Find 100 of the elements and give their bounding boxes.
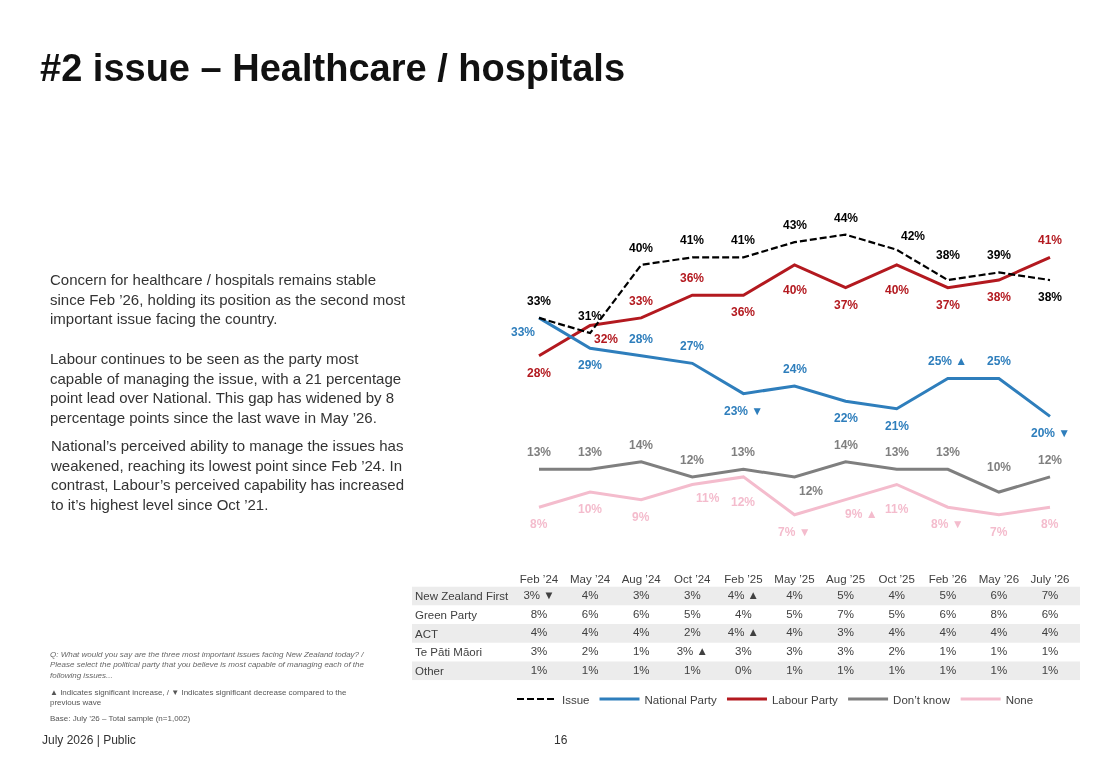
data-label: 32% bbox=[594, 332, 619, 346]
data-label: 8% bbox=[1041, 517, 1059, 531]
chart-title: #2 issue – Healthcare / hospitals bbox=[40, 47, 626, 90]
data-label: 14% bbox=[629, 438, 654, 452]
data-label: 7% bbox=[837, 607, 854, 620]
data-label: 4% bbox=[888, 626, 906, 639]
text: Base: July ’26 – Total sample (n=1,002) bbox=[50, 714, 191, 723]
data-label: 33% bbox=[511, 325, 536, 339]
legend-label: Issue bbox=[562, 693, 590, 706]
data-label: 41% bbox=[1038, 233, 1063, 247]
data-label: 2% bbox=[581, 645, 599, 658]
data-label: 7% ▼ bbox=[778, 525, 811, 539]
data-label: 12% bbox=[731, 495, 756, 509]
data-label: 33% bbox=[629, 294, 654, 308]
data-label: 1% bbox=[1041, 663, 1059, 676]
data-label: 21% bbox=[885, 419, 910, 433]
data-label: 1% bbox=[990, 645, 1008, 658]
data-label: 31% bbox=[578, 309, 603, 323]
data-label: 20% ▼ bbox=[1031, 426, 1071, 440]
legend-label: National Party bbox=[644, 693, 717, 706]
category-label: May ’24 bbox=[569, 573, 611, 586]
data-label: 29% bbox=[578, 358, 603, 372]
data-label: 37% bbox=[834, 298, 859, 312]
data-label: 40% bbox=[783, 283, 808, 297]
data-label: 4% ▲ bbox=[727, 626, 759, 639]
data-label: 38% bbox=[1038, 290, 1063, 304]
text: Labour continues to be seen as the party most capable of managing the issue, with a 21 percentage point lead over National. This gap has widened by 8 percentage points since the last wave in May ’26. bbox=[50, 350, 402, 426]
legend-label: None bbox=[1005, 693, 1034, 706]
category-label: May ’25 bbox=[774, 573, 815, 586]
text: Te Pāti Māori bbox=[415, 646, 483, 659]
series-label: New Zealand First bbox=[415, 589, 510, 602]
data-label: 7% bbox=[990, 525, 1008, 539]
data-label: 6% bbox=[632, 607, 650, 620]
data-label: 8% ▼ bbox=[931, 517, 964, 531]
data-label: 6% bbox=[581, 607, 599, 620]
text: July 2026 | Public bbox=[42, 733, 136, 747]
data-label: 6% bbox=[939, 607, 957, 620]
data-label: 4% bbox=[786, 626, 803, 639]
data-label: 5% bbox=[683, 607, 701, 620]
data-label: 1% bbox=[837, 663, 854, 676]
data-label: 1% bbox=[632, 645, 650, 658]
data-label: 3% bbox=[837, 645, 854, 658]
data-label: 4% bbox=[530, 626, 548, 639]
data-label: 14% bbox=[834, 438, 859, 452]
data-label: 9% bbox=[632, 510, 650, 524]
data-label: 40% bbox=[885, 283, 910, 297]
data-label: 5% bbox=[837, 588, 854, 601]
data-label: 41% bbox=[731, 233, 756, 247]
data-label: 1% bbox=[939, 645, 957, 658]
data-label: 3% bbox=[683, 588, 701, 601]
data-label: 12% bbox=[799, 484, 824, 498]
data-label: 25% ▲ bbox=[928, 354, 968, 368]
data-label: 5% bbox=[939, 588, 957, 601]
text: National’s perceived ability to manage the issues has weakened, reaching its lowest point since Feb ’24. In contrast, Labour’s perceived capability has increased to it’s highest level since Oct ’21. bbox=[50, 437, 404, 513]
data-label: 28% bbox=[629, 332, 654, 346]
data-label: 13% bbox=[527, 445, 552, 459]
text: Green Party bbox=[415, 608, 478, 621]
data-label: 1% bbox=[581, 663, 599, 676]
data-label: 33% bbox=[527, 294, 552, 308]
data-label: 40% bbox=[629, 241, 654, 255]
data-label: 8% bbox=[530, 607, 548, 620]
data-label: 3% ▼ bbox=[523, 588, 555, 601]
data-label: 4% bbox=[939, 626, 957, 639]
data-label: 4% bbox=[632, 626, 650, 639]
text: 16 bbox=[554, 733, 568, 747]
data-label: 39% bbox=[987, 248, 1012, 262]
category-label: Aug ’24 bbox=[621, 573, 662, 586]
category-label: July ’26 bbox=[1030, 573, 1070, 586]
data-label: 4% ▲ bbox=[727, 588, 759, 601]
data-label: 11% bbox=[696, 491, 720, 505]
category-label: Feb ’26 bbox=[928, 573, 967, 586]
data-label: 12% bbox=[680, 453, 705, 467]
data-label: 9% ▲ bbox=[845, 507, 878, 521]
data-label: 4% bbox=[1041, 626, 1059, 639]
data-label: 43% bbox=[783, 218, 808, 232]
data-label: 12% bbox=[1038, 453, 1063, 467]
data-label: 10% bbox=[987, 460, 1012, 474]
series-label: Other bbox=[415, 664, 444, 677]
data-label: 36% bbox=[731, 305, 756, 319]
data-label: 5% bbox=[786, 607, 803, 620]
legend-label: Labour Party bbox=[771, 693, 839, 706]
data-label: 4% bbox=[990, 626, 1008, 639]
data-label: 1% bbox=[1041, 645, 1059, 658]
data-label: 1% bbox=[939, 663, 957, 676]
data-label: 24% bbox=[783, 362, 808, 376]
data-label: 4% bbox=[581, 588, 599, 601]
data-label: 38% bbox=[987, 290, 1012, 304]
data-label: 4% bbox=[786, 588, 803, 601]
data-label: 28% bbox=[527, 366, 552, 380]
data-label: 3% bbox=[530, 645, 548, 658]
data-label: 3% bbox=[632, 588, 650, 601]
data-label: 22% bbox=[834, 411, 859, 425]
data-label: 3% bbox=[837, 626, 854, 639]
data-label: 38% bbox=[936, 248, 961, 262]
text: Q: What would you say are the three most important issues facing New Zealand today? / Please select the political party that you believe is most capable of managing each of the following issues... bbox=[50, 650, 365, 680]
data-label: 10% bbox=[578, 502, 603, 516]
data-label: 44% bbox=[834, 211, 859, 225]
category-label: May ’26 bbox=[978, 573, 1020, 586]
data-label: 1% bbox=[683, 663, 701, 676]
data-label: 11% bbox=[885, 502, 909, 516]
